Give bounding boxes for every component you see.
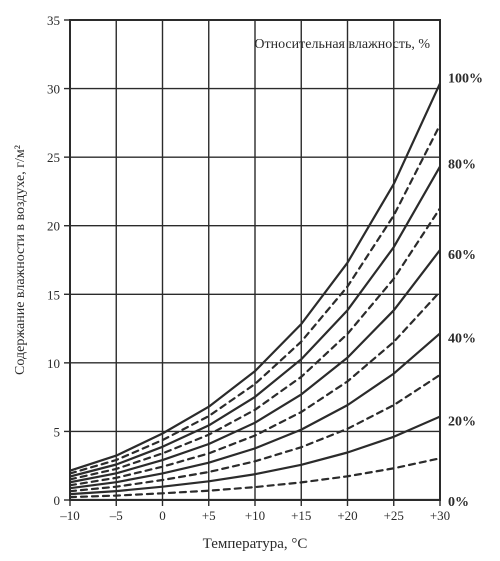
x-tick-label: –10 bbox=[59, 508, 80, 523]
chart-bg bbox=[0, 0, 500, 561]
y-tick-label: 30 bbox=[47, 82, 60, 97]
y-tick-label: 20 bbox=[47, 219, 60, 234]
x-tick-label: 0 bbox=[159, 508, 166, 523]
humidity-chart: –10 –5 0 +5 +10 +15 +20 +25 +30 0 5 10 15 20 25 30 35 100… bbox=[0, 0, 500, 561]
legend-title: Относительная влажность, % bbox=[254, 37, 430, 52]
y-tick-label: 25 bbox=[47, 150, 60, 165]
y-tick-label: 10 bbox=[47, 356, 60, 371]
humidity-chart-container: { "chart": { "type": "line", "width_px":… bbox=[0, 0, 500, 561]
curve-label-60: 60% bbox=[448, 248, 476, 263]
y-axis-label: Содержание влажности в воздухе, г/м² bbox=[13, 145, 28, 375]
curve-label-0: 0% bbox=[448, 495, 469, 510]
x-tick-label: +10 bbox=[245, 508, 265, 523]
curve-label-40: 40% bbox=[448, 331, 476, 346]
y-tick-label: 15 bbox=[47, 287, 60, 302]
x-tick-label: +30 bbox=[430, 508, 450, 523]
curve-label-100: 100% bbox=[448, 71, 483, 86]
x-tick-label: +25 bbox=[384, 508, 404, 523]
curve-label-80: 80% bbox=[448, 158, 476, 173]
x-tick-label: +15 bbox=[291, 508, 311, 523]
curve-label-20: 20% bbox=[448, 415, 476, 430]
x-axis-label: Температура, °С bbox=[203, 536, 308, 552]
y-tick-label: 5 bbox=[54, 424, 61, 439]
x-tick-label: +20 bbox=[337, 508, 357, 523]
x-tick-label: +5 bbox=[202, 508, 216, 523]
y-tick-label: 0 bbox=[54, 493, 61, 508]
y-tick-label: 35 bbox=[47, 13, 60, 28]
x-tick-label: –5 bbox=[109, 508, 123, 523]
